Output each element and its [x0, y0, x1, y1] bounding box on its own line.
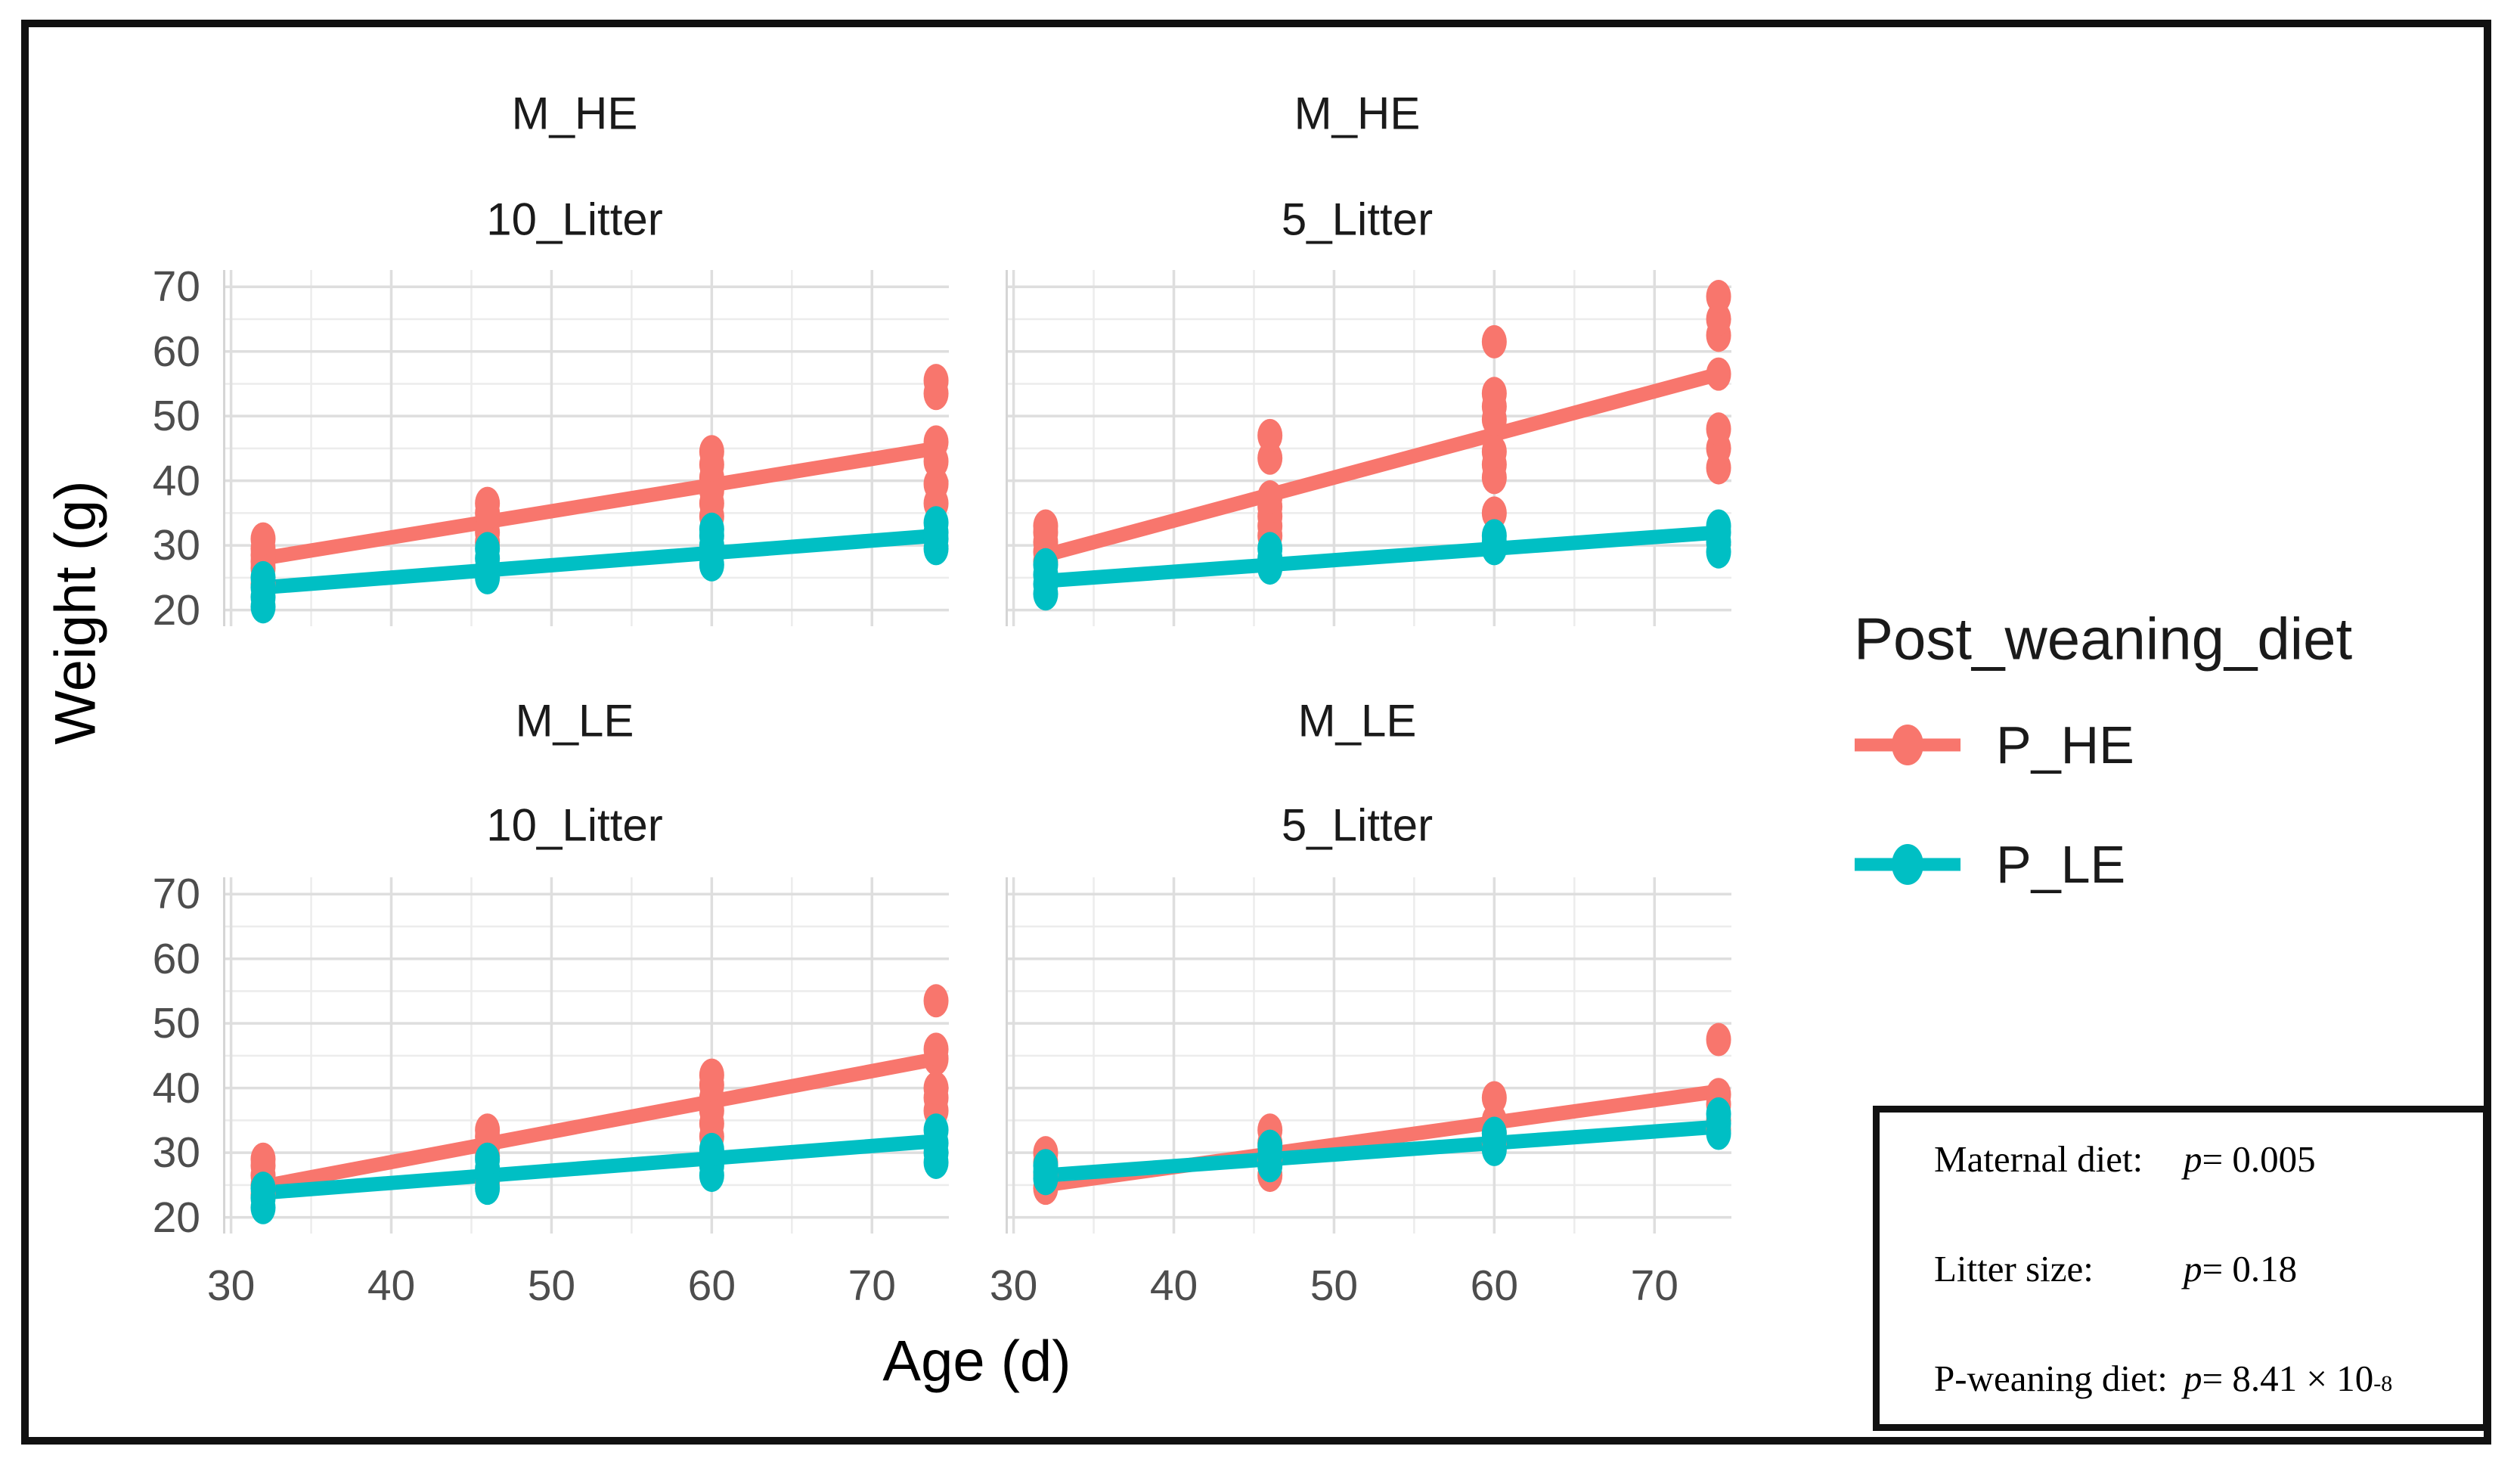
y-tick-label: 20 — [152, 1193, 200, 1242]
y-tick-label: 60 — [152, 934, 200, 983]
plot-panel-mle-10litter — [223, 877, 949, 1234]
y-tick-label: 70 — [152, 262, 200, 312]
legend-label-ple: P_LE — [1996, 835, 2126, 894]
facet-col-label-top-right: 5_Litter — [1281, 194, 1434, 245]
x-tick-label: 70 — [848, 1262, 896, 1310]
y-tick-label: 60 — [152, 327, 200, 376]
legend-key-ple-icon — [1855, 844, 1961, 885]
legend-key-phe-icon — [1855, 725, 1961, 765]
x-tick-label: 50 — [1310, 1262, 1359, 1310]
x-tick-label: 30 — [989, 1262, 1038, 1310]
legend-entry-ple: P_LE — [1851, 830, 2125, 898]
x-tick-label: 60 — [1470, 1262, 1519, 1310]
x-axis-title: Age (d) — [882, 1329, 1071, 1394]
facet-col-label-top-left: 10_Litter — [486, 194, 663, 245]
y-tick-label: 70 — [152, 870, 200, 919]
stat-line-pweaning-diet: P-weaning diet: p = 8.41 × 10 -8 — [1934, 1357, 2393, 1399]
facet-row-label-top-right: M_HE — [1294, 88, 1421, 139]
y-tick-label: 50 — [152, 392, 200, 441]
figure-border — [21, 20, 2491, 1445]
y-tick-label: 50 — [152, 999, 200, 1048]
legend-title: Post_weaning_diet — [1854, 605, 2353, 672]
stat-line-maternal-diet: Maternal diet: p = 0.005 — [1934, 1137, 2316, 1180]
y-tick-label: 40 — [152, 1063, 200, 1113]
y-tick-label: 30 — [152, 521, 200, 570]
legend-entry-phe: P_HE — [1851, 711, 2134, 779]
x-tick-label: 70 — [1630, 1262, 1678, 1310]
facet-row-label-top-left: M_HE — [511, 88, 638, 139]
y-tick-label: 20 — [152, 585, 200, 635]
facet-row-label-bottom-right: M_LE — [1297, 695, 1417, 746]
legend-label-phe: P_HE — [1996, 715, 2134, 774]
y-axis-title: Weight (g) — [43, 480, 108, 745]
facet-row-label-bottom-left: M_LE — [515, 695, 634, 746]
facet-col-label-bottom-left: 10_Litter — [486, 799, 663, 851]
stat-line-litter-size: Litter size: p = 0.18 — [1934, 1247, 2298, 1289]
x-tick-label: 50 — [527, 1262, 576, 1310]
facet-col-label-bottom-right: 5_Litter — [1281, 799, 1434, 851]
plot-panel-mhe-5litter — [1006, 270, 1731, 626]
x-tick-label: 40 — [367, 1262, 416, 1310]
y-tick-label: 30 — [152, 1128, 200, 1178]
x-tick-label: 30 — [206, 1262, 256, 1310]
plot-panel-mhe-10litter — [223, 270, 949, 626]
y-tick-label: 40 — [152, 456, 200, 505]
stats-annotation-box: Maternal diet: p = 0.005 Litter size: p … — [1873, 1106, 2490, 1431]
plot-panel-mle-5litter — [1006, 877, 1731, 1234]
x-tick-label: 60 — [687, 1262, 736, 1310]
x-tick-label: 40 — [1149, 1262, 1198, 1310]
